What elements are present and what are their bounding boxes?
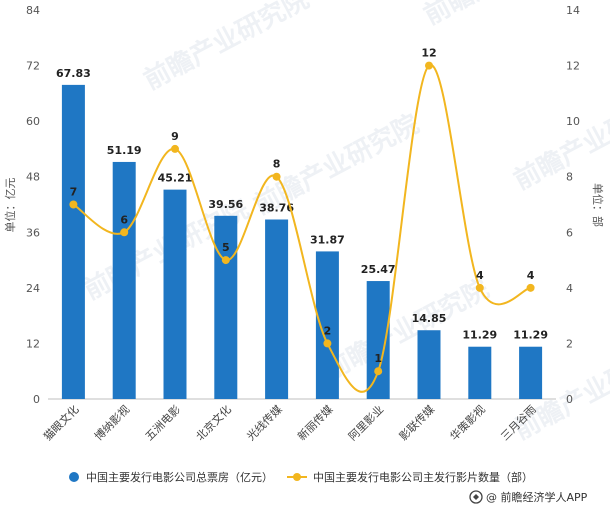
right-tick-label: 4 [566,282,573,295]
category-label: 五洲电影 [143,403,183,443]
bar-value-label: 39.56 [208,198,243,211]
bar [366,281,390,399]
right-tick-label: 14 [566,4,580,17]
bar [61,84,85,399]
line-point [374,367,383,376]
right-tick-label: 2 [566,337,573,350]
line-point [69,200,78,209]
left-y-axis: 0 12 24 36 48 60 72 84 [26,4,40,406]
category-label: 华策影视 [447,402,488,443]
right-tick-label: 8 [566,171,573,184]
line-value-label: 7 [70,186,78,199]
bar-value-label: 45.21 [158,172,193,185]
bar [112,161,136,399]
category-label: 猫眼文化 [41,402,82,443]
bar [265,219,289,399]
bar [417,330,441,399]
line-value-label: 4 [476,269,484,282]
bar-value-label: 67.83 [56,67,91,80]
line-value-label: 2 [324,324,332,337]
line-point [120,228,129,237]
legend-line-label: 中国主要发行电影公司主发行影片数量（部） [313,470,533,484]
line-value-label: 1 [374,352,382,365]
bar-series [61,84,543,399]
left-tick-label: 48 [26,171,40,184]
category-axis: 猫眼文化 博纳影视 五洲电影 北京文化 光线传媒 新丽传媒 阿里影业 影联传媒 华策影视 三月谷雨 [41,402,539,443]
line-point [475,283,484,292]
bar-value-label: 11.29 [513,329,548,342]
line-point [323,339,332,348]
legend-line-dot [293,473,301,481]
bar-value-label: 51.19 [107,144,142,157]
line-data-labels: 7 6 9 5 8 2 1 12 4 4 [70,47,535,366]
qianzhan-logo-mark [473,494,479,500]
right-axis-title: 单位：部 [591,183,605,227]
line-point [526,283,535,292]
bar-value-label: 31.87 [310,233,345,246]
right-y-axis: 0 2 4 6 8 10 12 14 [566,4,580,406]
bar [315,251,339,399]
right-tick-label: 0 [566,393,573,406]
left-tick-label: 36 [26,226,40,239]
bar-value-label: 11.29 [462,329,497,342]
bar-value-label: 14.85 [412,312,447,325]
line-point [171,144,179,153]
bar-value-label: 38.76 [259,202,294,215]
line-value-label: 9 [171,130,179,143]
right-tick-label: 6 [566,226,573,239]
category-label: 阿里影业 [346,403,386,443]
line-value-label: 8 [273,158,281,171]
line-point [221,256,230,265]
line-points [69,61,535,376]
category-label: 新丽传媒 [295,402,336,443]
bar [519,346,543,399]
left-axis-title: 单位：亿元 [3,178,17,233]
left-tick-label: 72 [26,60,40,73]
qianzhan-logo-icon [469,490,483,504]
line-value-label: 4 [527,269,535,282]
bar-value-label: 25.47 [361,263,396,276]
legend-bar-marker [69,472,79,482]
line-value-label: 6 [120,213,128,226]
right-tick-label: 12 [566,60,580,73]
right-tick-label: 10 [566,115,580,128]
line-value-label: 12 [421,47,436,60]
legend-bar-label: 中国主要发行电影公司总票房（亿元） [86,470,273,484]
category-label: 光线传媒 [244,402,285,443]
line-series [72,64,531,393]
bar [214,215,238,399]
left-tick-label: 0 [33,393,40,406]
line-value-label: 5 [222,241,230,254]
category-label: 博纳影视 [91,402,132,443]
watermark-text: 前瞻产业研究院 [509,83,610,196]
left-tick-label: 24 [26,282,40,295]
bar-data-labels: 67.83 51.19 45.21 39.56 38.76 31.87 25.47 14.85… [56,67,548,342]
bar [468,346,492,399]
line-point [425,61,433,70]
left-tick-label: 84 [26,4,40,17]
left-tick-label: 60 [26,115,40,128]
watermark-text: 前瞻产业研究院 [139,0,314,96]
left-tick-label: 12 [26,337,40,350]
line-point [272,172,281,181]
category-label: 影联传媒 [397,403,437,443]
legend: 中国主要发行电影公司总票房（亿元） 中国主要发行电影公司主发行影片数量（部） [69,470,533,484]
brand-text: @ 前瞻经济学人APP [486,490,588,504]
category-label: 北京文化 [193,402,234,443]
brand: @ 前瞻经济学人APP [469,490,588,504]
bar [163,189,187,399]
